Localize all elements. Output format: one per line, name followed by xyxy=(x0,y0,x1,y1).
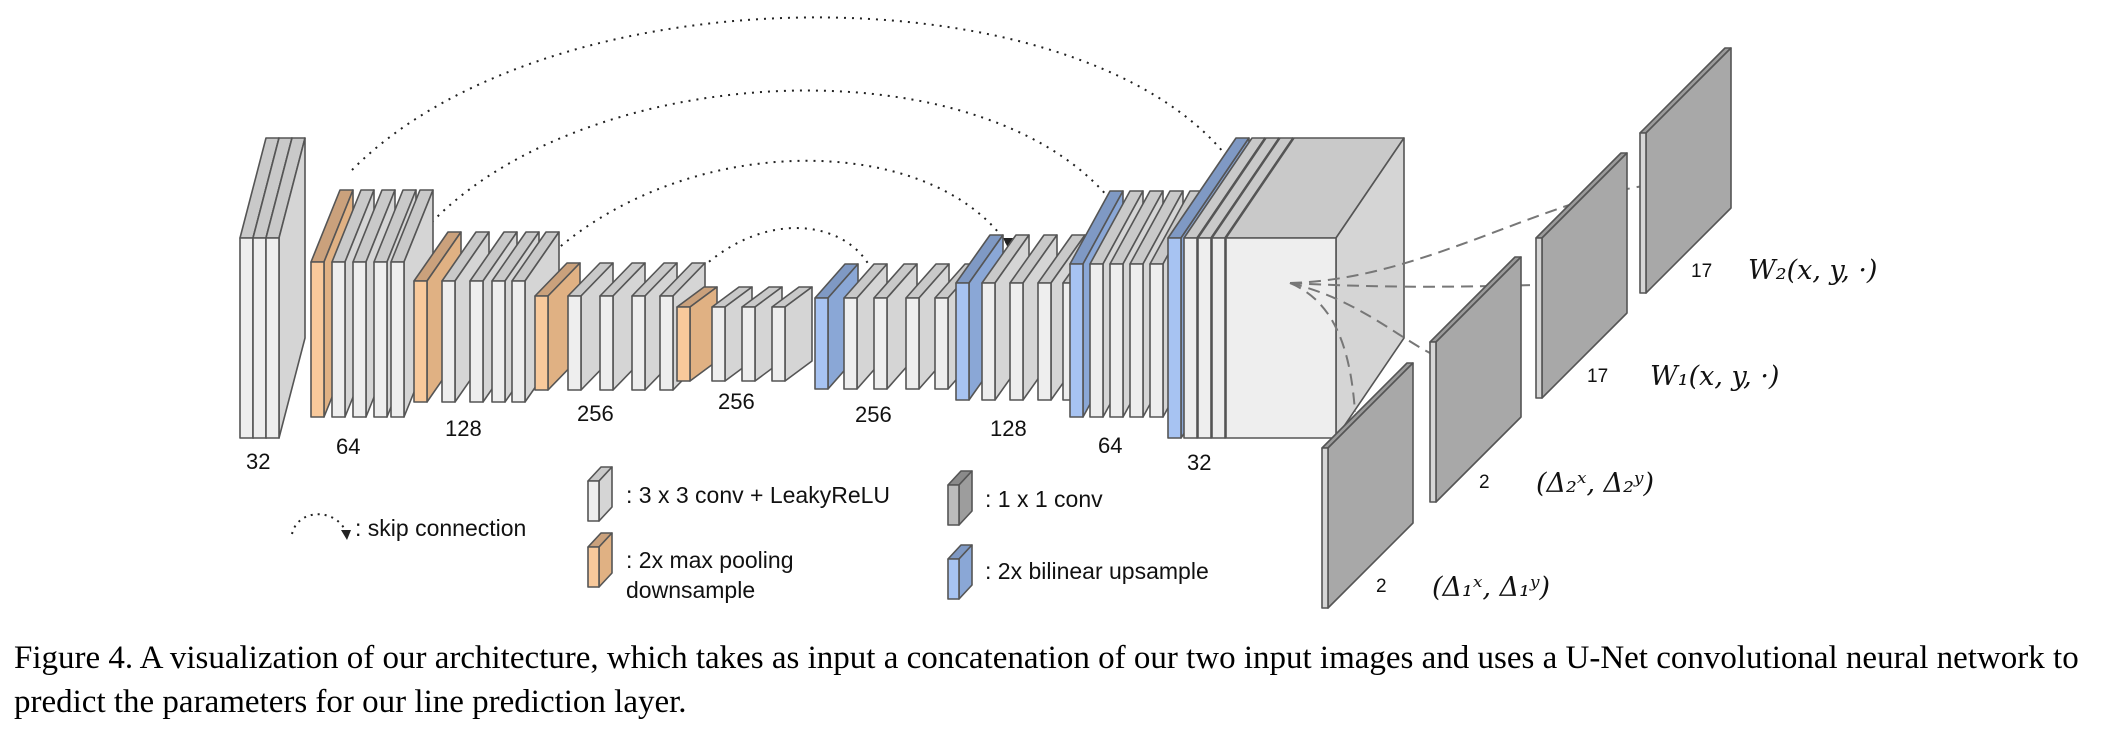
channel-label-256-enc: 256 xyxy=(577,401,614,426)
d1-label: (Δ₁ˣ, Δ₁ʸ) xyxy=(1432,572,1550,603)
legend-conv1-icon xyxy=(947,470,973,526)
w2-label: W₂(x, y, ·) xyxy=(1748,255,1877,286)
legend-pool-text-line1: : 2x max pooling xyxy=(626,547,793,573)
leg-conv1-slab xyxy=(947,470,973,526)
legend-skip-arrow-icon xyxy=(291,513,347,535)
w2-channel-count: 17 xyxy=(1691,261,1712,282)
d2-label: (Δ₂ˣ, Δ₂ʸ) xyxy=(1536,468,1654,499)
channel-label-256-dec: 256 xyxy=(855,402,892,427)
channel-label-32-enc: 32 xyxy=(246,449,270,474)
layer-block-4-3 xyxy=(771,286,813,382)
channel-label-128-dec: 128 xyxy=(990,416,1027,441)
legend-pool-icon xyxy=(587,532,613,588)
d1-channel-count: 2 xyxy=(1376,576,1387,597)
legend: : skip connection : 3 x 3 conv + LeakyRe… xyxy=(291,466,1209,603)
output-plane-w2 xyxy=(1639,47,1732,294)
legend-upsample-icon xyxy=(947,544,973,600)
w1-label: W₁(x, y, ·) xyxy=(1650,361,1779,392)
architecture-diagram: 32 64 128 256 256 256 128 64 32 17 W₂(x,… xyxy=(239,16,1877,609)
leg-pool-slab xyxy=(587,532,613,588)
layer-block-0-2 xyxy=(265,137,306,439)
channel-label-32-dec: 32 xyxy=(1187,450,1211,475)
channel-label-256-bottleneck: 256 xyxy=(718,389,755,414)
channel-label-64-dec: 64 xyxy=(1098,433,1122,458)
output-planes xyxy=(1289,47,1732,609)
legend-conv3-icon xyxy=(587,466,613,522)
legend-conv3-text: : 3 x 3 conv + LeakyReLU xyxy=(626,482,890,508)
network-blocks xyxy=(239,137,1405,439)
leg-conv3-slab xyxy=(587,466,613,522)
output-link-2 xyxy=(1289,282,1441,359)
layer-block-8-4 xyxy=(1225,137,1405,439)
output-link-3 xyxy=(1289,282,1356,413)
layer-block-4-0 xyxy=(676,286,718,382)
output-link-1 xyxy=(1289,282,1547,288)
channel-label-64-enc: 64 xyxy=(336,434,360,459)
skip-connection-2 xyxy=(542,159,1009,263)
output-plane-w1 xyxy=(1535,152,1628,399)
w1-channel-count: 17 xyxy=(1587,366,1608,387)
output-plane-d1 xyxy=(1321,362,1414,609)
legend-upsample-text: : 2x bilinear upsample xyxy=(985,558,1209,584)
skip-connection-0 xyxy=(351,16,1244,181)
skip-arrowhead-2-icon xyxy=(1003,238,1013,248)
leg-up-slab xyxy=(947,544,973,600)
figure-caption: Figure 4. A visualization of our archite… xyxy=(14,640,2079,720)
legend-skip-arrowhead-icon xyxy=(341,530,351,540)
output-plane-d2 xyxy=(1429,256,1522,503)
legend-pool-text-line2: downsample xyxy=(626,577,755,603)
d2-channel-count: 2 xyxy=(1479,472,1490,493)
legend-skip-text: : skip connection xyxy=(355,515,526,541)
channel-label-128-enc: 128 xyxy=(445,416,482,441)
legend-conv1-text: : 1 x 1 conv xyxy=(985,486,1103,512)
